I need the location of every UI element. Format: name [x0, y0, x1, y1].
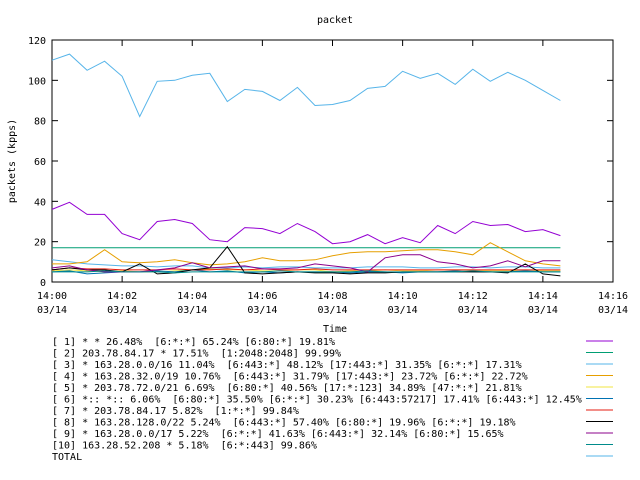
- legend-label: TOTAL: [52, 452, 82, 463]
- series-line-1: [51, 201, 561, 245]
- series-line-11: [51, 53, 561, 118]
- y-tick-label: 80: [34, 117, 46, 128]
- y-tick-label: 20: [34, 238, 46, 249]
- legend: [ 1] * * 26.48% [6:*:*] 65.24% [6:80:*] …: [52, 337, 613, 463]
- legend-label: [ 6] *:: *:: 6.06% [6:80:*] 35.50% [6:*:…: [52, 395, 582, 406]
- series-line-10: [52, 270, 561, 274]
- x-tick-label-time: 14:06: [247, 291, 277, 302]
- chart-title: packet: [317, 15, 353, 26]
- x-tick-label-time: 14:12: [458, 291, 488, 302]
- x-axis: 14:00 03/14 14:02 03/14 14:04 03/14 14:06 03/14…: [37, 40, 628, 316]
- series-lines: [51, 53, 561, 277]
- legend-label: [ 4] * 163.28.32.0/19 10.76% [6:443:*] 3…: [52, 372, 528, 383]
- legend-label: [ 1] * * 26.48% [6:*:*] 65.24% [6:80:*] …: [52, 337, 335, 348]
- legend-label: [ 5] * 203.78.72.0/21 6.69% [6:80:*] 40.…: [52, 383, 522, 394]
- x-tick-label-date: 03/14: [37, 305, 67, 316]
- legend-label: [ 8] * 163.28.128.0/22 5.24% [6:443:*] 5…: [52, 418, 516, 429]
- x-tick-label-time: 14:14: [528, 291, 558, 302]
- y-tick-label: 60: [34, 157, 46, 168]
- legend-label: [ 2] 203.78.84.17 * 17.51% [1:2048:2048]…: [52, 349, 341, 360]
- y-tick-label: 0: [40, 278, 46, 289]
- y-tick-label: 40: [34, 197, 46, 208]
- x-tick-label-date: 03/14: [598, 305, 628, 316]
- x-tick-label-date: 03/14: [388, 305, 418, 316]
- x-tick-label-time: 14:10: [388, 291, 418, 302]
- x-tick-label-time: 14:08: [317, 291, 347, 302]
- x-tick-label-time: 14:00: [37, 291, 67, 302]
- y-axis-label: packets (kpps): [7, 119, 18, 203]
- x-tick-label-time: 14:16: [598, 291, 628, 302]
- x-axis-label: Time: [323, 324, 347, 335]
- x-tick-label-time: 14:04: [177, 291, 207, 302]
- series-line-7: [51, 267, 561, 271]
- x-tick-label-date: 03/14: [247, 305, 277, 316]
- legend-label: [10] 163.28.52.208 * 5.18% [6:*:443] 99.…: [52, 441, 317, 452]
- y-axis: 0 20 40 60 80 100 120: [28, 36, 613, 289]
- series-line-4: [52, 242, 561, 267]
- x-tick-label-date: 03/14: [528, 305, 558, 316]
- x-tick-label-date: 03/14: [458, 305, 488, 316]
- plot-frame: [51, 39, 614, 283]
- x-tick-label-date: 03/14: [107, 305, 137, 316]
- x-tick-label-date: 03/14: [177, 305, 207, 316]
- x-tick-label-time: 14:02: [107, 291, 137, 302]
- legend-label: [ 9] * 163.28.0.0/17 5.22% [6:*:*] 41.63…: [52, 429, 504, 440]
- x-tick-label-date: 03/14: [317, 305, 347, 316]
- legend-label: [ 7] * 203.78.84.17 5.82% [1:*:*] 99.84%: [52, 406, 299, 417]
- y-tick-label: 120: [28, 36, 46, 47]
- y-tick-label: 100: [28, 76, 46, 87]
- legend-label: [ 3] * 163.28.0.0/16 11.04% [6:443:*] 48…: [52, 360, 522, 371]
